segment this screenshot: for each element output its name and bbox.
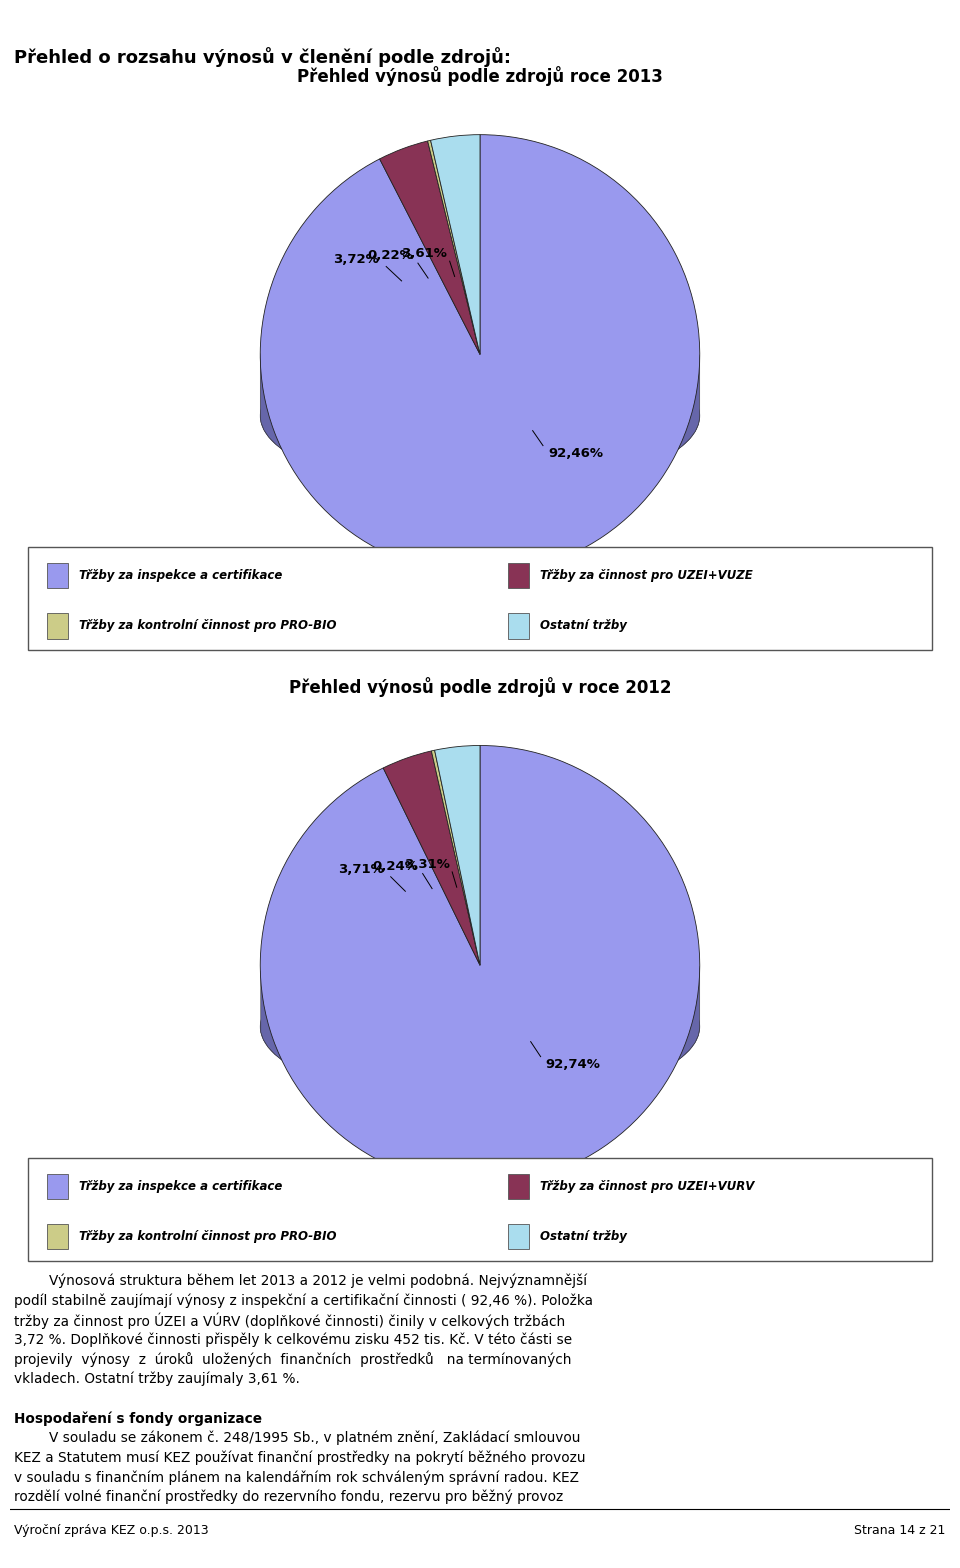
Bar [508,1174,529,1200]
Text: tržby za činnost pro ÚZEI a VÚRV (doplňkové činnosti) činily v celkových tržbách: tržby za činnost pro ÚZEI a VÚRV (doplňk… [14,1312,565,1330]
Text: Výnosová struktura během let 2013 a 2012 je velmi podobná. Nejvýznamnější: Výnosová struktura během let 2013 a 2012… [14,1273,588,1289]
Wedge shape [260,745,700,1185]
Text: Přehled o rozsahu výnosů v členění podle zdrojů:: Přehled o rozsahu výnosů v členění podle… [14,47,512,67]
Bar [508,563,529,588]
Polygon shape [261,966,700,1104]
Text: vkladech. Ostatní tržby zaujímaly 3,61 %.: vkladech. Ostatní tržby zaujímaly 3,61 %… [14,1372,300,1386]
Text: Ostatní tržby: Ostatní tržby [540,619,627,632]
Text: 92,74%: 92,74% [545,1058,600,1071]
Bar [47,563,68,588]
Text: Třžby za inspekce a certifikace: Třžby za inspekce a certifikace [80,569,282,582]
Bar [508,1225,529,1250]
Wedge shape [431,135,480,354]
Text: Třžby za inspekce a certifikace: Třžby za inspekce a certifikace [80,1179,282,1193]
Wedge shape [379,141,480,354]
Polygon shape [260,353,700,492]
Text: 0,22%: 0,22% [367,249,413,262]
Text: 3,71%: 3,71% [338,862,383,877]
Text: 3,61%: 3,61% [401,248,447,260]
Bar [47,613,68,638]
Wedge shape [383,751,480,966]
Text: Třžby za činnost pro UZEI+VURV: Třžby za činnost pro UZEI+VURV [540,1179,755,1193]
Text: V souladu se zákonem č. 248/1995 Sb., v platném znění, Zakládací smlouvou: V souladu se zákonem č. 248/1995 Sb., v … [14,1432,581,1446]
Text: 3,31%: 3,31% [404,858,450,870]
Text: Třžby za kontrolní činnost pro PRO-BIO: Třžby za kontrolní činnost pro PRO-BIO [80,619,337,632]
Text: v souladu s finančním plánem na kalendářním rok schváleným správní radou. KEZ: v souladu s finančním plánem na kalendář… [14,1471,579,1485]
Text: Třžby za činnost pro UZEI+VUZE: Třžby za činnost pro UZEI+VUZE [540,569,753,582]
Text: 92,46%: 92,46% [548,447,603,459]
Text: rozdělí volné finanční prostředky do rezervního fondu, rezervu pro běžný provoz: rozdělí volné finanční prostředky do rez… [14,1490,564,1504]
Text: Hospodaření s fondy organizace: Hospodaření s fondy organizace [14,1411,262,1425]
Wedge shape [431,750,480,966]
Ellipse shape [260,339,700,492]
Bar [47,1174,68,1200]
Text: Výroční zpráva KEZ o.p.s. 2013: Výroční zpráva KEZ o.p.s. 2013 [14,1524,209,1537]
Text: Ostatní tržby: Ostatní tržby [540,1231,627,1243]
Title: Přehled výnosů podle zdrojů v roce 2012: Přehled výnosů podle zdrojů v roce 2012 [289,677,671,698]
Bar [508,613,529,638]
Text: 3,72%: 3,72% [333,252,378,267]
Text: Třžby za kontrolní činnost pro PRO-BIO: Třžby za kontrolní činnost pro PRO-BIO [80,1231,337,1243]
Wedge shape [427,140,480,354]
Wedge shape [435,745,480,966]
Bar [47,1225,68,1250]
Text: Strana 14 z 21: Strana 14 z 21 [854,1524,946,1537]
Title: Přehled výnosů podle zdrojů roce 2013: Přehled výnosů podle zdrojů roce 2013 [297,66,663,86]
Text: 0,24%: 0,24% [372,859,418,872]
Text: projevily  výnosy  z  úroků  uložených  finančních  prostředků   na termínovanýc: projevily výnosy z úroků uložených finan… [14,1352,572,1367]
Wedge shape [260,135,700,574]
Ellipse shape [260,950,700,1104]
Text: 3,72 %. Doplňkové činnosti přispěly k celkovému zisku 452 tis. Kč. V této části : 3,72 %. Doplňkové činnosti přispěly k ce… [14,1333,572,1347]
Text: podíl stabilně zaujímají výnosy z inspekční a certifikační činnosti ( 92,46 %). : podíl stabilně zaujímají výnosy z inspek… [14,1294,593,1308]
Text: KEZ a Statutem musí KEZ používat finanční prostředky na pokrytí běžného provozu: KEZ a Statutem musí KEZ používat finančn… [14,1450,586,1465]
